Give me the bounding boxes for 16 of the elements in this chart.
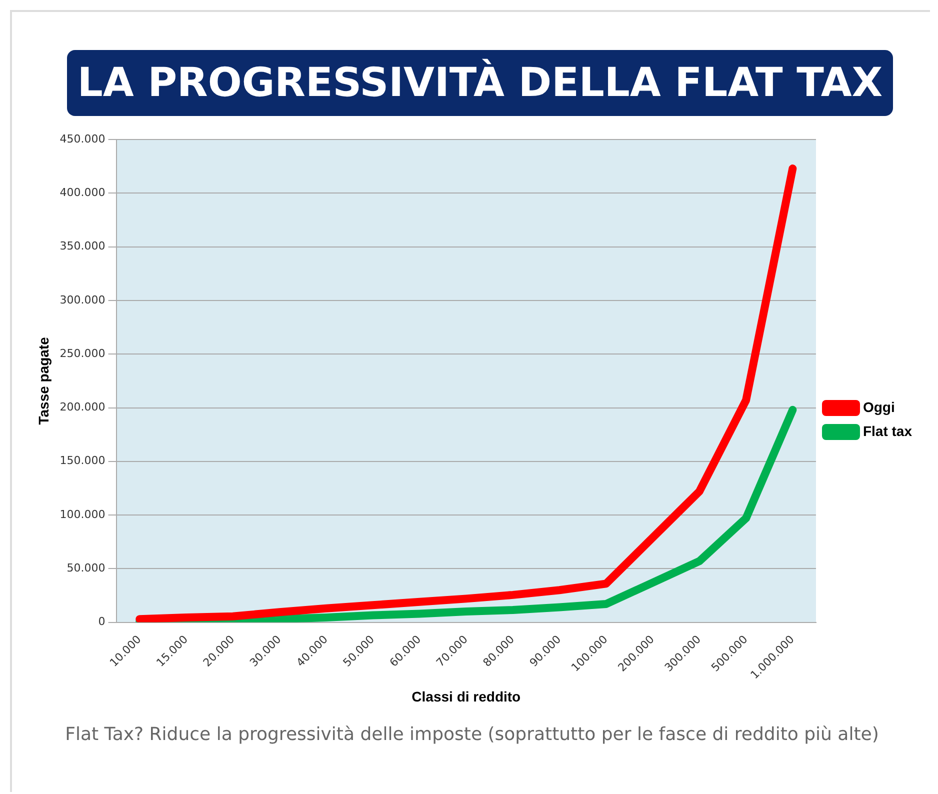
y-tick-label: 350.000	[60, 240, 106, 253]
y-tick-label: 150.000	[60, 454, 106, 468]
text: Flat Tax? Riduce la progressività delle imposte (soprattutto per le fasce di reddito più alte)	[64, 723, 880, 747]
chart-title: LA PROGRESSIVITÀ DELLA FLAT TAX	[67, 50, 893, 116]
y-tick-label: 450.000	[60, 132, 106, 146]
y-tick-label: 50.000	[66, 562, 106, 575]
legend-label: Oggi	[862, 398, 895, 415]
y-tick-label: 400.000	[60, 186, 106, 200]
legend-label: Flat tax	[862, 422, 912, 439]
y-tick-label: 250.000	[60, 346, 106, 360]
y-tick-label: 0	[98, 615, 106, 628]
y-tick-label: 200.000	[60, 400, 106, 414]
y-tick-label: 300.000	[60, 293, 106, 306]
y-axis-title: Tasse pagate	[35, 336, 52, 425]
y-tick-label: 100.000	[60, 508, 106, 521]
x-axis-title: Classi di reddito	[412, 688, 521, 704]
